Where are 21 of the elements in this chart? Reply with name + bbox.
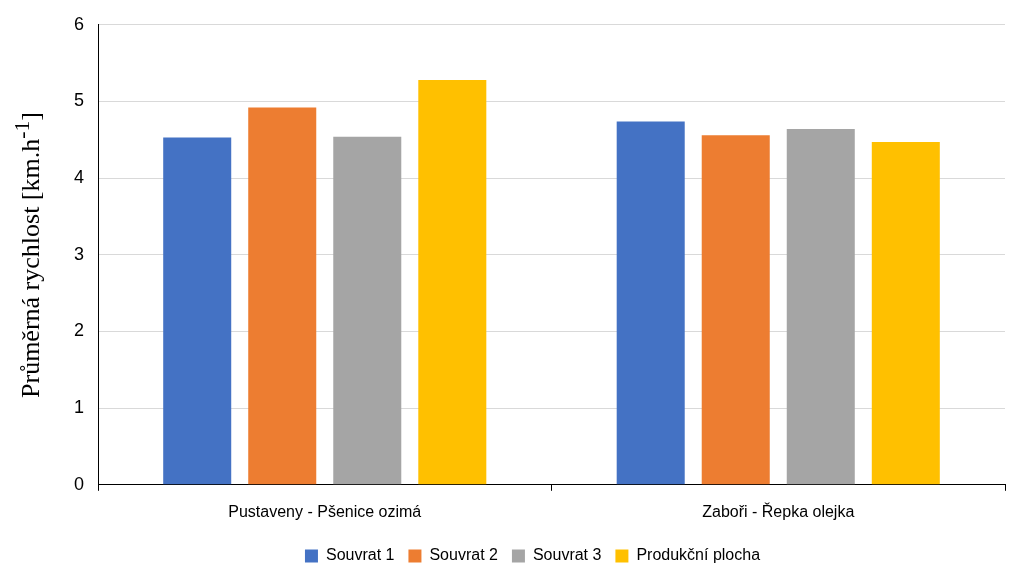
x-tick-label: Zaboři - Řepka olejka: [702, 501, 855, 520]
y-tick-label: 4: [74, 167, 85, 188]
y-tick-label: 0: [74, 473, 85, 494]
y-tick-label: 2: [74, 320, 85, 341]
bar: [418, 80, 487, 485]
bar: [248, 107, 317, 485]
legend-label: Produkční plocha: [636, 546, 761, 564]
y-tick-label: 1: [74, 397, 85, 418]
bar: [701, 135, 770, 485]
bar: [163, 137, 232, 485]
legend-label: Souvrat 1: [325, 546, 395, 564]
y-tick-label: 6: [74, 13, 85, 34]
bar: [333, 136, 402, 485]
bar: [871, 142, 940, 485]
legend-label: Souvrat 2: [429, 546, 499, 564]
y-tick-label: 3: [74, 243, 85, 264]
legend-label: Souvrat 3: [532, 546, 602, 564]
x-tick-label: Pustaveny - Pšenice ozimá: [228, 502, 422, 520]
bar: [786, 129, 855, 485]
bar: [616, 121, 685, 485]
y-tick-label: 5: [74, 90, 85, 111]
